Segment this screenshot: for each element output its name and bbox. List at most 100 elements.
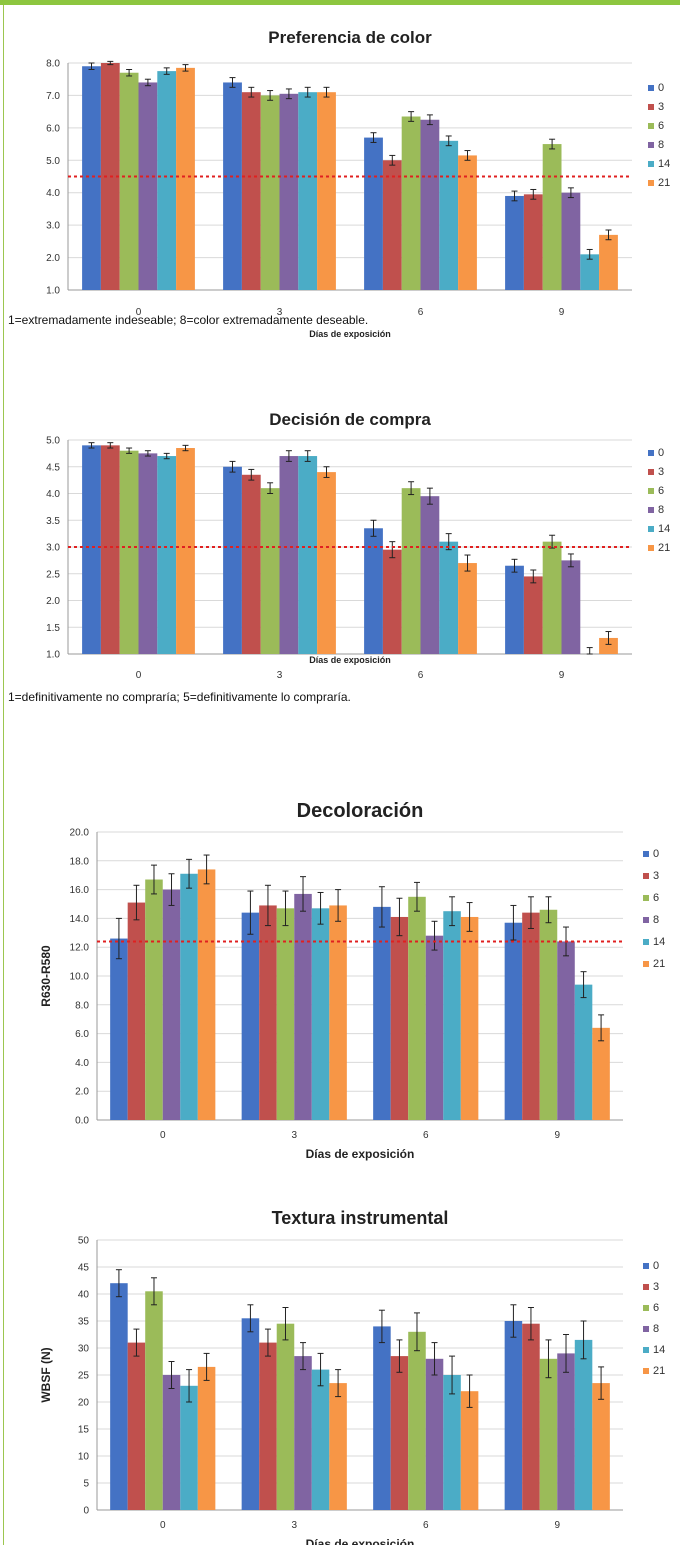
y-tick-label: 1.5 [46, 623, 60, 634]
bar [504, 922, 523, 1120]
legend-swatch [648, 526, 654, 532]
y-tick-label: 4.0 [46, 188, 60, 199]
bar [599, 637, 618, 654]
legend-label: 0 [658, 447, 664, 459]
bar [542, 144, 562, 290]
legend-label: 0 [653, 1260, 659, 1272]
bar [162, 889, 181, 1120]
chart-title: Textura instrumental [272, 1208, 449, 1228]
bar [197, 1366, 216, 1510]
x-tick-label: 0 [160, 1520, 166, 1531]
bar [110, 1283, 128, 1510]
x-tick-label: 3 [291, 1520, 297, 1531]
bar [439, 541, 459, 654]
bar [223, 82, 242, 290]
bar [260, 95, 280, 290]
bar [539, 1358, 558, 1510]
legend-swatch [648, 180, 654, 186]
legend-label: 21 [658, 177, 670, 189]
legend-swatch [643, 1305, 649, 1311]
x-tick-label: 9 [554, 1520, 560, 1531]
y-tick-label: 1.0 [46, 286, 60, 297]
bar [317, 92, 336, 290]
bar [561, 560, 581, 654]
y-tick-label: 3.0 [46, 221, 60, 232]
bar [443, 1375, 461, 1510]
bar [276, 908, 295, 1120]
bar [127, 1342, 146, 1510]
bar [443, 911, 461, 1120]
legend-swatch [648, 161, 654, 167]
bar [504, 1321, 523, 1510]
bar [425, 935, 444, 1120]
bar [420, 496, 440, 654]
y-tick-label: 30 [78, 1344, 90, 1355]
bar [580, 254, 600, 290]
y-tick-label: 5.0 [46, 436, 60, 447]
legend-label: 21 [658, 542, 670, 554]
bar [458, 155, 477, 290]
x-tick-label: 6 [418, 307, 424, 318]
bar [298, 92, 318, 290]
bar [298, 456, 318, 654]
bar [259, 905, 277, 1120]
x-axis-label: Días de exposición [306, 1537, 415, 1545]
y-axis-label: WBSF (N) [39, 1347, 53, 1402]
y-tick-label: 4.5 [46, 462, 60, 473]
bar [162, 1375, 181, 1510]
bar [522, 912, 540, 1120]
y-tick-label: 14.0 [70, 914, 90, 925]
legend-label: 6 [658, 120, 664, 132]
x-tick-label: 0 [136, 670, 142, 681]
bar [542, 541, 562, 654]
legend-label: 14 [658, 523, 670, 535]
legend-swatch [643, 895, 649, 901]
bar [311, 1369, 330, 1510]
legend-label: 14 [653, 936, 665, 948]
legend-swatch [648, 123, 654, 129]
bar [439, 140, 459, 290]
bar [294, 1356, 312, 1510]
y-tick-label: 35 [78, 1317, 90, 1328]
bar [138, 82, 158, 290]
chart-title: Decoloración [297, 800, 424, 822]
legend-swatch [648, 142, 654, 148]
y-tick-label: 45 [78, 1263, 90, 1274]
legend-label: 3 [653, 870, 659, 882]
x-tick-label: 9 [559, 307, 565, 318]
legend-swatch [648, 545, 654, 551]
legend-label: 0 [653, 848, 659, 860]
bar [539, 909, 558, 1120]
bar [408, 1331, 426, 1510]
x-tick-label: 0 [160, 1130, 166, 1141]
bar [561, 192, 581, 290]
bar [138, 453, 158, 654]
y-axis-label: R630-R580 [39, 945, 53, 1007]
bar [279, 456, 299, 654]
y-tick-label: 10 [78, 1452, 90, 1463]
y-tick-label: 2.5 [46, 569, 60, 580]
bar [223, 466, 242, 654]
y-tick-label: 3.0 [46, 543, 60, 554]
bar [373, 906, 391, 1120]
legend-label: 8 [653, 914, 659, 926]
bar [523, 576, 543, 654]
bar [241, 474, 261, 654]
bar [197, 869, 216, 1120]
y-tick-label: 0 [83, 1506, 89, 1517]
legend-label: 6 [658, 485, 664, 497]
x-tick-label: 9 [559, 670, 565, 681]
x-tick-label: 6 [423, 1130, 429, 1141]
x-tick-label: 3 [291, 1130, 297, 1141]
bar [458, 563, 477, 654]
y-tick-label: 0.0 [75, 1116, 89, 1127]
bar [390, 916, 409, 1120]
bar [557, 1353, 575, 1510]
y-tick-label: 4.0 [75, 1058, 89, 1069]
legend-swatch [648, 469, 654, 475]
y-tick-label: 8.0 [46, 59, 60, 70]
bar [599, 234, 618, 290]
bar [574, 984, 593, 1120]
legend-swatch [643, 1263, 649, 1269]
legend-label: 6 [653, 1302, 659, 1314]
